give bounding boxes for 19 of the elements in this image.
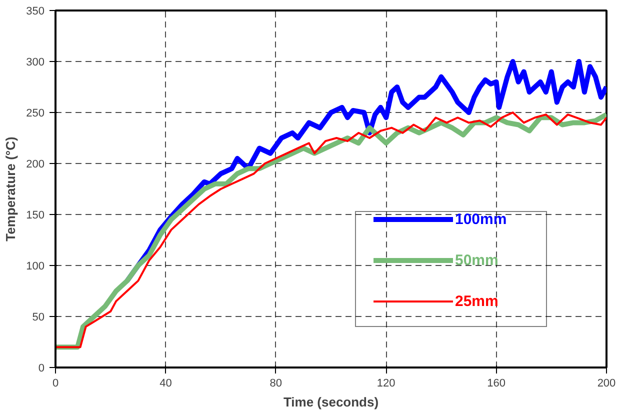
y-tick-label: 300: [26, 56, 45, 68]
x-axis-title: Time (seconds): [283, 394, 379, 410]
text: 50mm: [455, 252, 498, 268]
y-tick-label: 350: [26, 6, 45, 18]
x-tick-label: 120: [376, 378, 396, 390]
y-axis-title: Temperature (°C): [3, 136, 18, 242]
x-tick-label: 0: [52, 378, 59, 390]
y-tick-label: 250: [26, 108, 45, 120]
x-tick-label: 160: [487, 378, 506, 390]
text: 100mm: [455, 210, 507, 228]
y-tick-label: 150: [26, 210, 45, 222]
y-tick-label: 100: [26, 260, 45, 272]
text: 25mm: [455, 292, 498, 310]
y-tick-label: 0: [38, 362, 45, 374]
x-tick-label: 80: [270, 378, 282, 390]
y-tick-label: 50: [32, 312, 45, 324]
x-tick-label: 40: [160, 378, 172, 390]
x-tick-label: 200: [597, 378, 616, 390]
y-tick-label: 200: [26, 158, 45, 170]
